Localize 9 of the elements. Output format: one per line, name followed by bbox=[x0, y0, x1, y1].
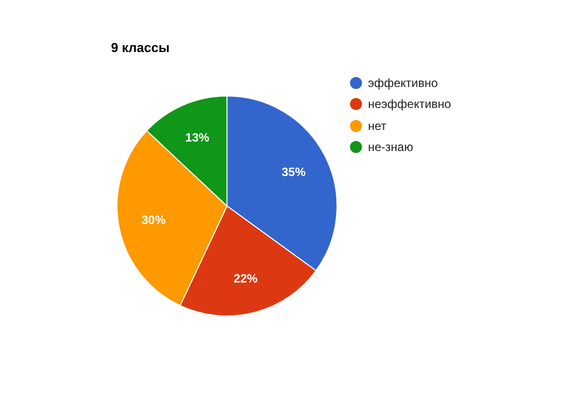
data-label: 13% bbox=[185, 130, 210, 144]
chart-title: 9 классы bbox=[111, 40, 170, 55]
data-label: 22% bbox=[234, 271, 258, 286]
legend-label: не-знаю bbox=[368, 140, 414, 154]
data-label: 30% bbox=[142, 213, 166, 228]
data-label: 35% bbox=[282, 165, 306, 180]
legend-label: нет bbox=[368, 118, 386, 133]
legend-label: эффективно bbox=[368, 76, 438, 90]
legend-label: неэффективно bbox=[368, 97, 452, 112]
